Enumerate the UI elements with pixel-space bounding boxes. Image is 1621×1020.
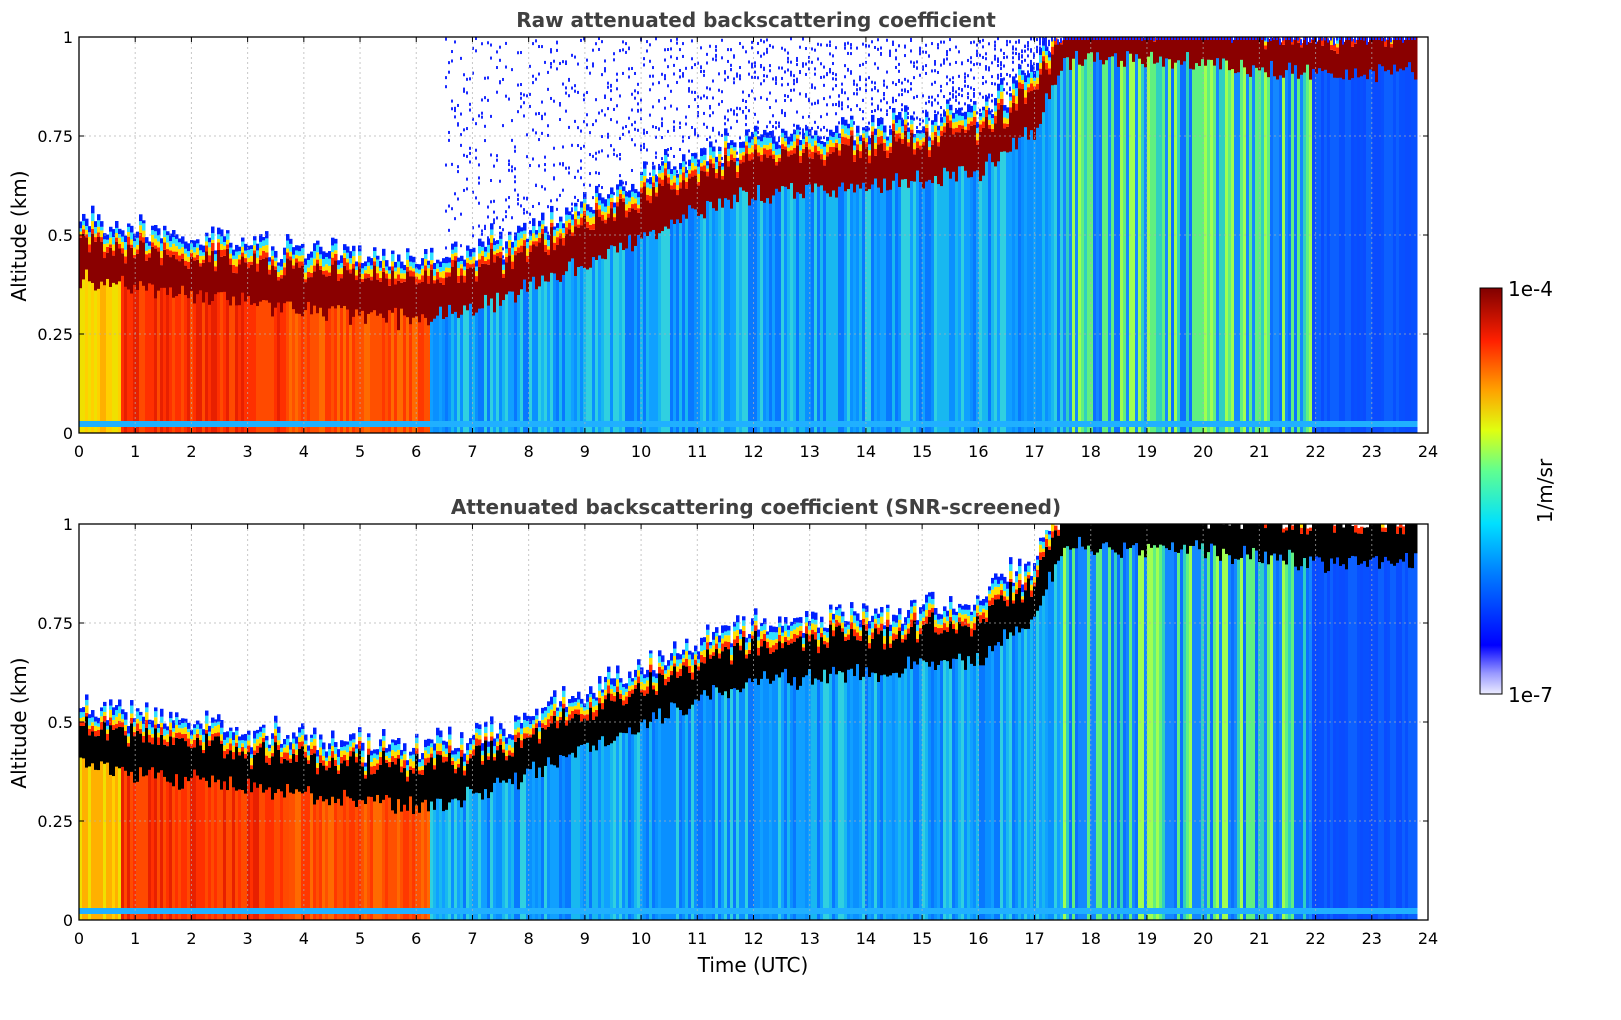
x-tick-label: 11 xyxy=(687,442,707,461)
x-tick-label: 4 xyxy=(299,442,309,461)
x-tick-label: 5 xyxy=(355,442,365,461)
panel-raw-plot-area: 0 1 2 3 4 5 6 7 8 9 10 11 12 13 14 15 16 17 18 19 20 21 22 23 24… xyxy=(37,28,1438,461)
x-tick-label: 7 xyxy=(467,442,477,461)
x-tick-label: 3 xyxy=(243,929,253,948)
x-tick-label: 18 xyxy=(1081,442,1101,461)
x-tick-label: 14 xyxy=(856,929,876,948)
x-tick-label: 16 xyxy=(968,442,988,461)
x-tick-label: 1 xyxy=(130,929,140,948)
y-tick-label: 1 xyxy=(63,515,73,534)
x-tick-label: 19 xyxy=(1137,929,1157,948)
x-tick-label: 21 xyxy=(1249,442,1269,461)
x-tick-label: 17 xyxy=(1024,442,1044,461)
x-tick-label: 2 xyxy=(186,442,196,461)
x-tick-label: 7 xyxy=(467,929,477,948)
x-tick-label: 4 xyxy=(299,929,309,948)
x-tick-label: 18 xyxy=(1081,929,1101,948)
x-tick-label: 9 xyxy=(580,929,590,948)
x-tick-label: 23 xyxy=(1362,442,1382,461)
y-tick-label: 0.25 xyxy=(37,812,73,831)
grid xyxy=(79,524,1428,920)
panel-screened-plot-area: 0 1 2 3 4 5 6 7 8 9 10 11 12 13 14 15 16 17 18 19 20 21 22 23 24… xyxy=(37,515,1438,948)
y-tick-label: 0 xyxy=(63,911,73,930)
panel-screened-xlabel: Time (UTC) xyxy=(697,953,809,977)
x-tick-label: 8 xyxy=(524,929,534,948)
x-tick-label: 15 xyxy=(912,442,932,461)
x-tick-label: 15 xyxy=(912,929,932,948)
x-tick-label: 11 xyxy=(687,929,707,948)
x-tick-label: 23 xyxy=(1362,929,1382,948)
x-tick-label: 6 xyxy=(411,929,421,948)
x-tick-label: 6 xyxy=(411,442,421,461)
colorbar-max-label: 1e-4 xyxy=(1508,277,1553,301)
x-tick-label: 16 xyxy=(968,929,988,948)
x-tick-label: 3 xyxy=(243,442,253,461)
y-tick-label: 0.25 xyxy=(37,325,73,344)
colorbar-min-label: 1e-7 xyxy=(1508,683,1553,707)
colorbar: 1e-4 1e-7 1/m/sr xyxy=(1479,277,1557,707)
panel-screened-title: Attenuated backscattering coefficient (S… xyxy=(451,495,1061,519)
panel-raw: Raw attenuated backscattering coefficien… xyxy=(7,8,1438,461)
x-tick-label: 10 xyxy=(631,929,651,948)
x-tick-label: 22 xyxy=(1305,929,1325,948)
x-tick-label: 1 xyxy=(130,442,140,461)
x-tick-label: 22 xyxy=(1305,442,1325,461)
x-tick-label: 20 xyxy=(1193,929,1213,948)
heatmap-cells xyxy=(79,37,1418,434)
x-tick-label: 2 xyxy=(186,929,196,948)
x-tick-label: 17 xyxy=(1024,929,1044,948)
x-tick-label: 12 xyxy=(743,929,763,948)
heatmap-cells xyxy=(79,524,1418,920)
x-tick-label: 9 xyxy=(580,442,590,461)
y-tick-label: 0.5 xyxy=(48,226,73,245)
x-tick-label: 5 xyxy=(355,929,365,948)
panel-raw-title: Raw attenuated backscattering coefficien… xyxy=(516,8,996,32)
y-tick-label: 0.5 xyxy=(48,713,73,732)
x-tick-label: 13 xyxy=(800,442,820,461)
grid xyxy=(79,37,1428,433)
y-tick-label: 0.75 xyxy=(37,127,73,146)
x-tick-label: 10 xyxy=(631,442,651,461)
x-tick-label: 24 xyxy=(1418,929,1438,948)
panel-raw-ylabel: Altitude (km) xyxy=(7,170,31,301)
x-tick-label: 13 xyxy=(800,929,820,948)
colorbar-gradient xyxy=(1479,287,1503,695)
colorbar-unit-label: 1/m/sr xyxy=(1533,458,1557,523)
y-tick-label: 0 xyxy=(63,424,73,443)
panel-screened-ylabel: Altitude (km) xyxy=(7,657,31,788)
y-tick-label: 0.75 xyxy=(37,614,73,633)
x-tick-label: 20 xyxy=(1193,442,1213,461)
x-tick-label: 14 xyxy=(856,442,876,461)
y-tick-label: 1 xyxy=(63,28,73,47)
x-tick-label: 12 xyxy=(743,442,763,461)
x-tick-label: 0 xyxy=(74,929,84,948)
x-tick-label: 21 xyxy=(1249,929,1269,948)
x-tick-label: 0 xyxy=(74,442,84,461)
x-tick-label: 24 xyxy=(1418,442,1438,461)
x-tick-label: 19 xyxy=(1137,442,1157,461)
panel-screened: Attenuated backscattering coefficient (S… xyxy=(7,495,1438,977)
x-tick-label: 8 xyxy=(524,442,534,461)
